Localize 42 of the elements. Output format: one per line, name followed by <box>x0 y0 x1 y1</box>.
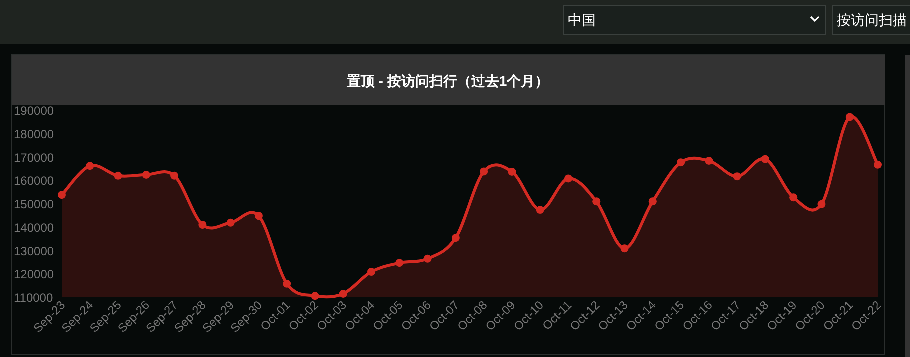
point <box>198 221 207 230</box>
y-tick-label: 140000 <box>14 220 54 235</box>
point <box>396 259 404 268</box>
point <box>86 162 94 170</box>
point <box>677 158 686 167</box>
point <box>114 172 122 180</box>
point <box>480 168 488 176</box>
control-select: 中国 <box>563 5 826 35</box>
point <box>705 156 714 165</box>
point <box>254 212 263 220</box>
point <box>846 113 854 122</box>
point <box>818 200 826 208</box>
point <box>564 174 572 183</box>
point <box>170 172 179 180</box>
y-tick-label: 170000 <box>14 150 54 165</box>
point <box>620 244 629 253</box>
point <box>452 234 460 242</box>
point <box>536 206 544 214</box>
point <box>142 170 150 179</box>
y-tick-label: 190000 <box>14 104 54 118</box>
y-tick-label: 120000 <box>14 268 54 282</box>
y-tick-label: 130000 <box>14 244 54 258</box>
point <box>424 254 432 263</box>
point <box>790 194 798 202</box>
point <box>339 290 348 298</box>
point <box>283 280 292 288</box>
chart-title: 置顶 - 按访问扫行（过去1个月） <box>346 73 550 89</box>
point <box>58 191 66 200</box>
point <box>648 198 657 206</box>
y-tick-label: 180000 <box>14 127 54 142</box>
point <box>761 155 770 164</box>
y-tick-label: 110000 <box>14 291 54 305</box>
point <box>311 292 320 300</box>
point <box>874 160 882 169</box>
point <box>368 268 376 276</box>
point <box>508 168 516 176</box>
control-button: 按访问扫描 <box>832 5 910 35</box>
point <box>733 172 742 181</box>
point <box>592 198 601 206</box>
y-tick-label: 150000 <box>14 198 54 212</box>
y-tick-label: 160000 <box>14 174 54 188</box>
point <box>226 218 235 227</box>
